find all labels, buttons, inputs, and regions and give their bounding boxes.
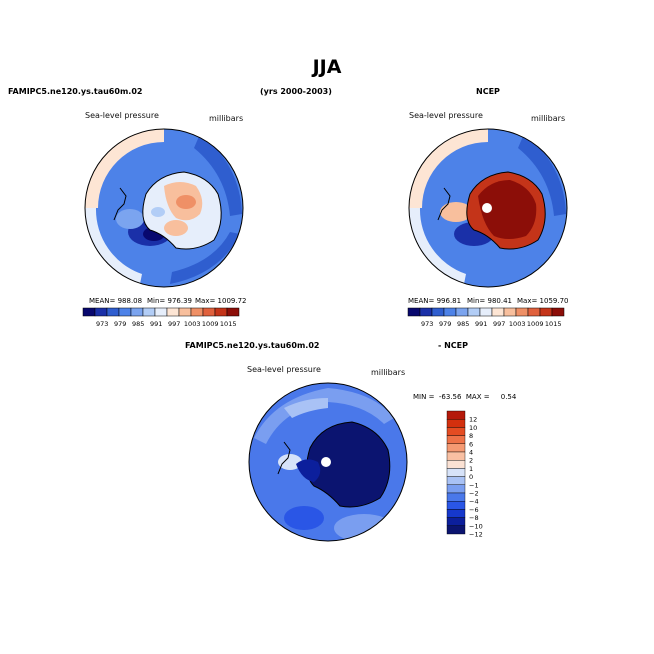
diff-colorbar-box xyxy=(446,418,466,428)
diff-colorbar-tick: −10 xyxy=(469,522,483,530)
obs-colorbar-box xyxy=(443,307,457,317)
model-colorbar-box xyxy=(202,307,216,317)
diff-colorbar-tick: 4 xyxy=(469,449,473,457)
obs-colorbar-tick: 991 xyxy=(475,320,487,328)
period-label: (yrs 2000-2003) xyxy=(260,87,332,96)
model-map xyxy=(84,128,244,288)
diff-units-label: millibars xyxy=(371,368,406,377)
diff-colorbar-tick: −6 xyxy=(469,506,479,514)
diff-colorbar-box xyxy=(446,476,466,485)
obs-colorbar-box xyxy=(467,307,481,317)
diff-minmax: MIN = -63.56 MAX = 0.54 xyxy=(413,393,517,401)
diff-colorbar-box xyxy=(446,410,466,420)
diff-minus-label: - NCEP xyxy=(438,341,468,350)
model-colorbar-box xyxy=(106,307,120,317)
diff-colorbar-tick: −2 xyxy=(469,490,479,498)
model-colorbar-box xyxy=(226,307,240,317)
diff-colorbar-box xyxy=(446,427,466,436)
diff-map xyxy=(248,382,408,542)
obs-colorbar-tick: 1009 xyxy=(527,320,544,328)
diff-colorbar-box xyxy=(446,492,466,502)
obs-colorbar-box xyxy=(431,307,445,317)
obs-colorbar: 973 979 985 991 997 1003 1009 1015 xyxy=(407,307,565,328)
obs-colorbar-box xyxy=(503,307,517,317)
model-field-label: Sea-level pressure xyxy=(85,111,159,120)
model-colorbar-tick: 991 xyxy=(150,320,162,328)
diff-colorbar-box xyxy=(446,435,466,445)
diff-colorbar-box xyxy=(446,451,466,461)
diff-colorbar-box xyxy=(446,460,466,469)
diff-colorbar-tick: −8 xyxy=(469,514,479,522)
obs-colorbar-box xyxy=(515,307,529,317)
model-max: Max= 1009.72 xyxy=(195,297,247,305)
diff-colorbar-box xyxy=(446,517,466,526)
diff-colorbar-tick: 6 xyxy=(469,440,473,448)
model-colorbar-tick: 1015 xyxy=(220,320,237,328)
model-colorbar-box xyxy=(178,307,192,317)
model-colorbar-box xyxy=(166,307,180,317)
model-colorbar-box xyxy=(154,307,168,317)
obs-colorbar-box xyxy=(539,307,553,317)
model-units-label: millibars xyxy=(209,114,244,123)
model-colorbar-tick: 997 xyxy=(168,320,180,328)
diff-colorbar-tick: 10 xyxy=(469,424,477,432)
model-colorbar-box xyxy=(118,307,132,317)
obs-min: Min= 980.41 xyxy=(467,297,513,305)
model-colorbar-box xyxy=(142,307,156,317)
model-colorbar-tick: 979 xyxy=(114,320,126,328)
obs-field-label: Sea-level pressure xyxy=(409,111,483,120)
obs-mean: MEAN= 996.81 xyxy=(408,297,462,305)
diff-colorbar-box xyxy=(446,509,466,518)
obs-colorbar-box xyxy=(419,307,433,317)
obs-colorbar-box xyxy=(491,307,505,317)
obs-map xyxy=(408,128,568,288)
diff-colorbar-box xyxy=(446,500,466,510)
model-colorbar-tick: 985 xyxy=(132,320,144,328)
obs-colorbar-box xyxy=(527,307,541,317)
obs-colorbar-box xyxy=(551,307,565,317)
model-case-label: FAMIPC5.ne120.ys.tau60m.02 xyxy=(8,87,143,96)
model-colorbar-tick: 1009 xyxy=(202,320,219,328)
obs-colorbar-box xyxy=(407,307,421,317)
obs-colorbar-tick: 979 xyxy=(439,320,451,328)
model-colorbar-tick: 973 xyxy=(96,320,108,328)
diff-field-label: Sea-level pressure xyxy=(247,365,321,374)
obs-max: Max= 1059.70 xyxy=(517,297,569,305)
obs-colorbar-box xyxy=(479,307,493,317)
diff-colorbar-tick: 1 xyxy=(469,465,473,473)
diff-colorbar-tick: −4 xyxy=(469,498,479,506)
obs-colorbar-tick: 1003 xyxy=(509,320,526,328)
obs-case-label: NCEP xyxy=(476,87,500,96)
obs-colorbar-tick: 985 xyxy=(457,320,469,328)
model-colorbar-box xyxy=(214,307,228,317)
diff-colorbar-box xyxy=(446,443,466,453)
diff-colorbar-tick: 2 xyxy=(469,457,473,465)
obs-colorbar-tick: 1015 xyxy=(545,320,562,328)
page-title: JJA xyxy=(312,56,342,78)
diff-colorbar-tick: −1 xyxy=(469,481,479,489)
model-colorbar-box xyxy=(94,307,108,317)
diff-colorbar-tick: 8 xyxy=(469,432,473,440)
model-colorbar-box xyxy=(190,307,204,317)
model-colorbar-tick: 1003 xyxy=(184,320,201,328)
diff-case-label: FAMIPC5.ne120.ys.tau60m.02 xyxy=(185,341,320,350)
diff-colorbar-box xyxy=(446,484,466,494)
diff-colorbar-tick: 12 xyxy=(469,416,477,424)
obs-colorbar-tick: 973 xyxy=(421,320,433,328)
diff-colorbar-box xyxy=(446,525,466,535)
model-colorbar: 973 979 985 991 997 1003 1009 1015 xyxy=(82,307,240,328)
diff-colorbar-tick: −12 xyxy=(469,531,483,539)
diff-colorbar-tick: 0 xyxy=(469,473,473,481)
obs-units-label: millibars xyxy=(531,114,566,123)
model-min: Min= 976.39 xyxy=(147,297,193,305)
obs-colorbar-tick: 997 xyxy=(493,320,505,328)
model-colorbar-box xyxy=(130,307,144,317)
model-mean: MEAN= 988.08 xyxy=(89,297,143,305)
diff-colorbar-box xyxy=(446,468,466,477)
obs-colorbar-box xyxy=(455,307,469,317)
model-colorbar-box xyxy=(82,307,96,317)
